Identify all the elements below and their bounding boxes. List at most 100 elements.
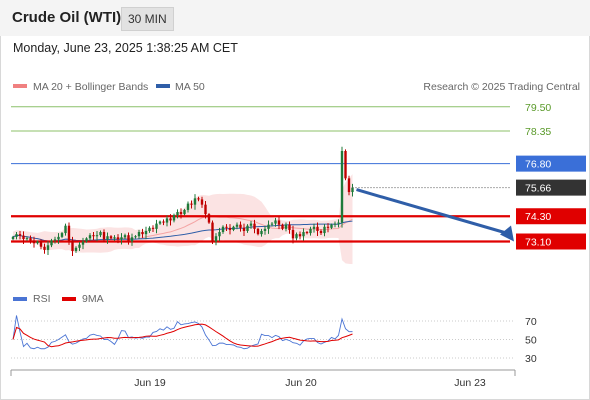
candle-body xyxy=(277,220,281,225)
candle-body xyxy=(263,228,267,231)
candle-body xyxy=(74,247,78,251)
candle-body xyxy=(99,232,102,236)
candle-body xyxy=(172,215,176,221)
candle-body xyxy=(347,178,351,193)
candle-body xyxy=(46,245,50,250)
candle-body xyxy=(148,227,151,231)
candle-body xyxy=(85,238,88,242)
rsi-ma-legend-swatch xyxy=(62,297,76,301)
candle-body xyxy=(141,232,144,235)
candle-body xyxy=(340,150,344,223)
candle-body xyxy=(134,236,137,238)
candle-body xyxy=(22,235,25,239)
candle-body xyxy=(225,226,228,228)
candle-body xyxy=(158,221,162,224)
candle-body xyxy=(64,225,67,234)
candle-body xyxy=(127,235,130,242)
rsi-tick-50: 50 xyxy=(525,335,537,347)
candle-body xyxy=(165,218,169,223)
chart-legend: MA 20 + Bollinger Bands MA 50 Research ©… xyxy=(13,81,580,93)
resistance-label-78.35: 78.35 xyxy=(525,126,551,138)
candle-body xyxy=(109,236,113,239)
candle-body xyxy=(60,233,64,237)
candle-body xyxy=(319,230,323,234)
candle-body xyxy=(253,223,256,229)
candle-body xyxy=(333,223,337,225)
candle-body xyxy=(162,221,165,223)
candle-body xyxy=(351,187,354,193)
candle-body xyxy=(218,232,221,237)
rsi-tick-30: 30 xyxy=(525,353,537,365)
candle-body xyxy=(130,237,134,242)
candle-body xyxy=(179,212,183,215)
candle-body xyxy=(169,218,172,221)
pivot-tag-76.80 xyxy=(516,155,586,172)
candle-body xyxy=(326,226,330,228)
candle-body xyxy=(284,224,288,229)
support-label-74.30: 74.30 xyxy=(525,211,551,223)
candle-body xyxy=(123,235,127,238)
candle-body xyxy=(50,240,53,246)
rsi-ma-legend-label: 9MA xyxy=(82,293,104,305)
candle-body xyxy=(270,223,274,225)
ma20-legend-label: MA 20 + Bollinger Bands xyxy=(33,81,148,93)
candle-body xyxy=(95,235,99,237)
candle-body xyxy=(183,209,186,215)
candle-body xyxy=(207,214,211,223)
candle-body xyxy=(312,226,316,229)
candle-body xyxy=(337,222,340,224)
candle-body xyxy=(43,246,46,250)
ma50-legend-label: MA 50 xyxy=(175,81,205,93)
candle-body xyxy=(274,220,277,224)
candle-body xyxy=(298,234,302,237)
candle-body xyxy=(281,224,284,229)
bollinger-bands xyxy=(13,174,353,265)
candle-body xyxy=(29,238,32,241)
interval-badge[interactable]: 30 MIN xyxy=(121,7,174,31)
forecast-arrow-shaft xyxy=(356,188,509,235)
forecast-arrow-head xyxy=(500,225,514,242)
rsi-legend: RSI 9MA xyxy=(13,293,104,305)
candle-body xyxy=(302,232,305,237)
time-axis-label: Jun 23 xyxy=(454,377,486,389)
candle-body xyxy=(190,203,193,205)
candle-body xyxy=(323,226,326,234)
candle-body xyxy=(11,236,15,239)
candle-body xyxy=(305,232,309,234)
last-price-label: 75.66 xyxy=(525,183,551,195)
candle-body xyxy=(81,241,85,245)
candle-body xyxy=(193,198,197,205)
candle-body xyxy=(260,230,263,235)
price-level-labels: 79.50 78.35 76.80 75.66 74.30 73.10 xyxy=(516,102,586,250)
chart-timestamp: Monday, June 23, 2025 1:38:25 AM CET xyxy=(13,41,238,55)
candle-body xyxy=(228,227,232,230)
rsi-ma-line xyxy=(12,323,353,348)
candle-body xyxy=(309,228,312,234)
candle-body xyxy=(53,239,57,241)
candle-body xyxy=(204,204,207,215)
candle-body xyxy=(92,235,95,237)
last-price-tag xyxy=(516,179,586,196)
candle-body xyxy=(291,229,295,239)
candle-body xyxy=(120,237,123,240)
price-levels xyxy=(11,106,510,243)
time-axis: Jun 19 Jun 20 Jun 23 xyxy=(10,369,516,389)
candle-body xyxy=(102,232,106,240)
resistance-label-79.50: 79.50 xyxy=(525,102,551,114)
candle-body xyxy=(246,225,249,231)
candle-body xyxy=(235,224,239,227)
candle-body xyxy=(36,241,39,244)
candle-body xyxy=(197,198,200,200)
candle-body xyxy=(316,226,319,231)
candle-body xyxy=(39,241,43,247)
candle-body xyxy=(221,226,225,233)
candle-body xyxy=(144,230,148,235)
candle-body xyxy=(67,225,71,242)
ma20-legend-swatch xyxy=(13,84,27,88)
candle-body xyxy=(57,236,60,240)
candle-body xyxy=(113,237,116,239)
support-tag-74.30 xyxy=(516,208,586,225)
rsi-legend-label: RSI xyxy=(33,293,51,305)
candle-body xyxy=(330,224,333,228)
